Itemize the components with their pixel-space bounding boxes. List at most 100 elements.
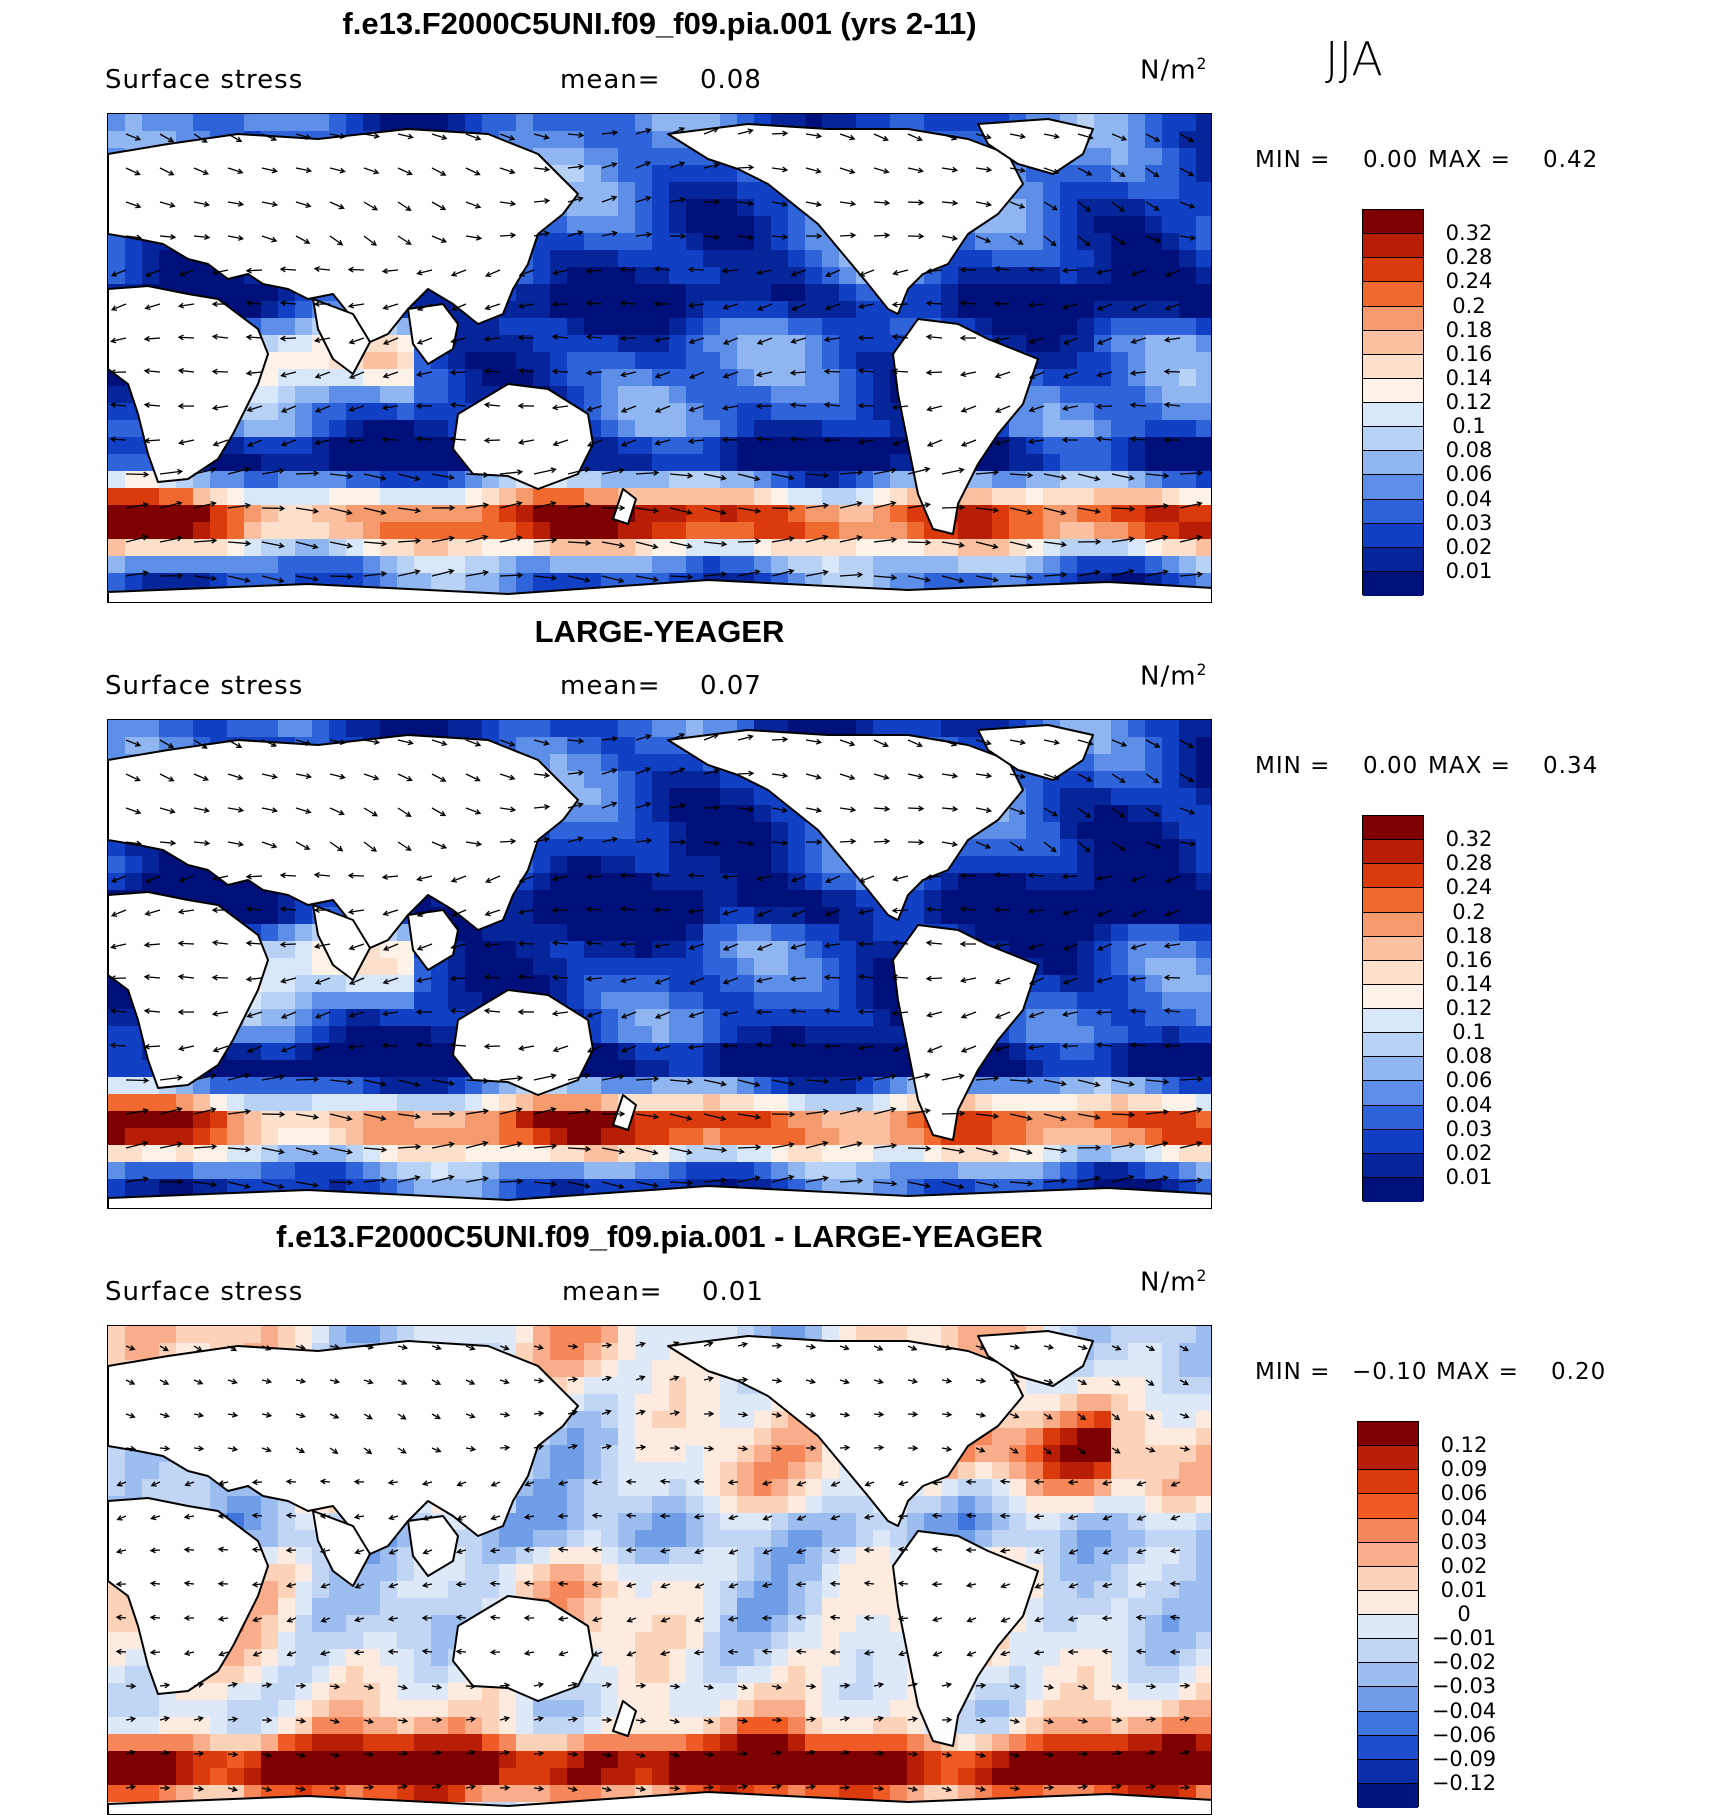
colorbar-swatch <box>1358 1687 1418 1712</box>
colorbar-tick-label: 0.16 <box>1445 947 1493 972</box>
colorbar-tick-label: 0 <box>1457 1602 1471 1626</box>
colorbar-tick-label: 0.02 <box>1445 1140 1493 1165</box>
colorbar-swatch <box>1363 888 1423 913</box>
colorbar-swatch <box>1363 960 1423 985</box>
mean-value-middle: 0.07 <box>700 671 762 701</box>
colorbar-tick-label: 0.1 <box>1452 414 1486 439</box>
units-middle: N/m2 <box>1140 661 1208 692</box>
colorbar-tick-label: 0.2 <box>1452 899 1486 924</box>
colorbar-swatch <box>1358 1759 1418 1784</box>
colorbar-tick-label: 0.01 <box>1445 558 1493 583</box>
colorbar-swatch <box>1363 234 1423 259</box>
wind-vectors <box>109 127 1204 584</box>
colorbar-swatch <box>1358 1639 1418 1664</box>
colorbar-swatch <box>1363 451 1423 476</box>
colorbar-tick-label: 0.01 <box>1440 1577 1488 1602</box>
colorbar-swatch <box>1363 499 1423 524</box>
units-bottom: N/m2 <box>1140 1267 1208 1298</box>
colorbar-tick-label: 0.16 <box>1445 341 1493 366</box>
min-label-top: MIN = <box>1255 147 1331 173</box>
min-label-middle: MIN = <box>1255 753 1331 779</box>
colorbar-tick-label: −0.01 <box>1431 1626 1497 1651</box>
colorbar-tick-label: −0.12 <box>1431 1770 1497 1795</box>
colorbar-swatch <box>1358 1542 1418 1567</box>
max-label-bottom: MAX = <box>1436 1359 1519 1385</box>
colorbar-swatch <box>1363 354 1423 379</box>
colorbar-tick-label: 0.03 <box>1440 1529 1488 1554</box>
colorbar-swatch <box>1363 864 1423 889</box>
colorbar-tick-label: 0.04 <box>1440 1505 1488 1530</box>
colorbar-swatch <box>1363 1009 1423 1034</box>
colorbar-tick-label: 0.03 <box>1445 1116 1493 1141</box>
colorbar-swatch <box>1358 1446 1418 1471</box>
colorbar-swatch <box>1363 571 1423 596</box>
max-value-bottom: 0.20 <box>1551 1359 1607 1385</box>
variable-label-middle: Surface stress <box>105 671 304 701</box>
colorbar-swatch <box>1358 1590 1418 1615</box>
season-label: JJA <box>1325 32 1383 86</box>
colorbar-tick-label: 0.12 <box>1440 1433 1488 1458</box>
colorbar-swatch <box>1363 1129 1423 1154</box>
max-value-top: 0.42 <box>1543 147 1599 173</box>
colorbar-tick-label: 0.06 <box>1445 462 1493 487</box>
colorbar-swatch <box>1358 1615 1418 1640</box>
map-middle <box>107 719 1212 1209</box>
colorbar-tick-label: 0.32 <box>1445 221 1493 246</box>
colorbar-tick-label: 0.14 <box>1445 971 1493 996</box>
colorbar-tick-label: 0.09 <box>1440 1457 1488 1482</box>
map-top <box>107 113 1212 603</box>
colorbar-tick-label: 0.02 <box>1445 534 1493 559</box>
colorbar-tick-label: 0.24 <box>1445 875 1493 900</box>
colorbar-swatch <box>1363 378 1423 403</box>
colorbar-tick-label: 0.06 <box>1445 1068 1493 1093</box>
colorbar-middle <box>1362 815 1424 1202</box>
mean-label-middle: mean= <box>560 671 661 701</box>
colorbar-swatch <box>1363 1033 1423 1058</box>
colorbar-tick-label: −0.06 <box>1431 1722 1497 1747</box>
colorbar-swatch <box>1363 1081 1423 1106</box>
colorbar-bottom <box>1357 1421 1419 1808</box>
colorbar-swatch <box>1363 547 1423 572</box>
colorbar-tick-label: 0.08 <box>1445 438 1493 463</box>
colorbar-tick-label: −0.02 <box>1431 1650 1497 1675</box>
colorbar-tick-label: −0.09 <box>1431 1746 1497 1771</box>
colorbar-swatch <box>1363 403 1423 428</box>
colorbar-swatch <box>1363 1057 1423 1082</box>
panel-title-top: f.e13.F2000C5UNI.f09_f09.pia.001 (yrs 2-… <box>342 6 977 41</box>
colorbar-swatch <box>1363 984 1423 1009</box>
colorbar-tick-label: 0.28 <box>1445 245 1493 270</box>
colorbar-swatch <box>1363 306 1423 331</box>
colorbar-top <box>1362 209 1424 596</box>
colorbar-swatch <box>1358 1422 1418 1447</box>
colorbar-tick-label: 0.08 <box>1445 1044 1493 1069</box>
colorbar-swatch <box>1363 912 1423 937</box>
colorbar-tick-label: 0.2 <box>1452 293 1486 318</box>
colorbar-swatch <box>1363 523 1423 548</box>
colorbar-tick-label: 0.18 <box>1445 317 1493 342</box>
min-value-middle: 0.00 <box>1363 753 1419 779</box>
colorbar-swatch <box>1363 258 1423 283</box>
colorbar-swatch <box>1358 1518 1418 1543</box>
colorbar-swatch <box>1358 1735 1418 1760</box>
colorbar-tick-label: 0.14 <box>1445 365 1493 390</box>
colorbar-tick-label: 0.18 <box>1445 923 1493 948</box>
colorbar-tick-label: 0.12 <box>1445 996 1493 1020</box>
colorbar-swatch <box>1358 1711 1418 1736</box>
colorbar-tick-label: 0.01 <box>1445 1164 1493 1189</box>
max-value-middle: 0.34 <box>1543 753 1599 779</box>
mean-label-bottom: mean= <box>562 1277 663 1307</box>
min-label-bottom: MIN = <box>1255 1359 1331 1385</box>
variable-label-bottom: Surface stress <box>105 1277 304 1307</box>
colorbar-tick-label: −0.04 <box>1431 1698 1497 1723</box>
max-label-top: MAX = <box>1428 147 1511 173</box>
colorbar-swatch <box>1363 282 1423 307</box>
colorbar-swatch <box>1363 427 1423 452</box>
map-bottom <box>107 1325 1212 1815</box>
colorbar-tick-label: 0.04 <box>1445 486 1493 511</box>
colorbar-swatch <box>1363 475 1423 500</box>
colorbar-swatch <box>1358 1566 1418 1591</box>
mean-label-top: mean= <box>560 65 661 95</box>
colorbar-tick-label: 0.24 <box>1445 269 1493 294</box>
colorbar-tick-label: 0.03 <box>1445 510 1493 535</box>
land-mask <box>108 1330 1211 1814</box>
